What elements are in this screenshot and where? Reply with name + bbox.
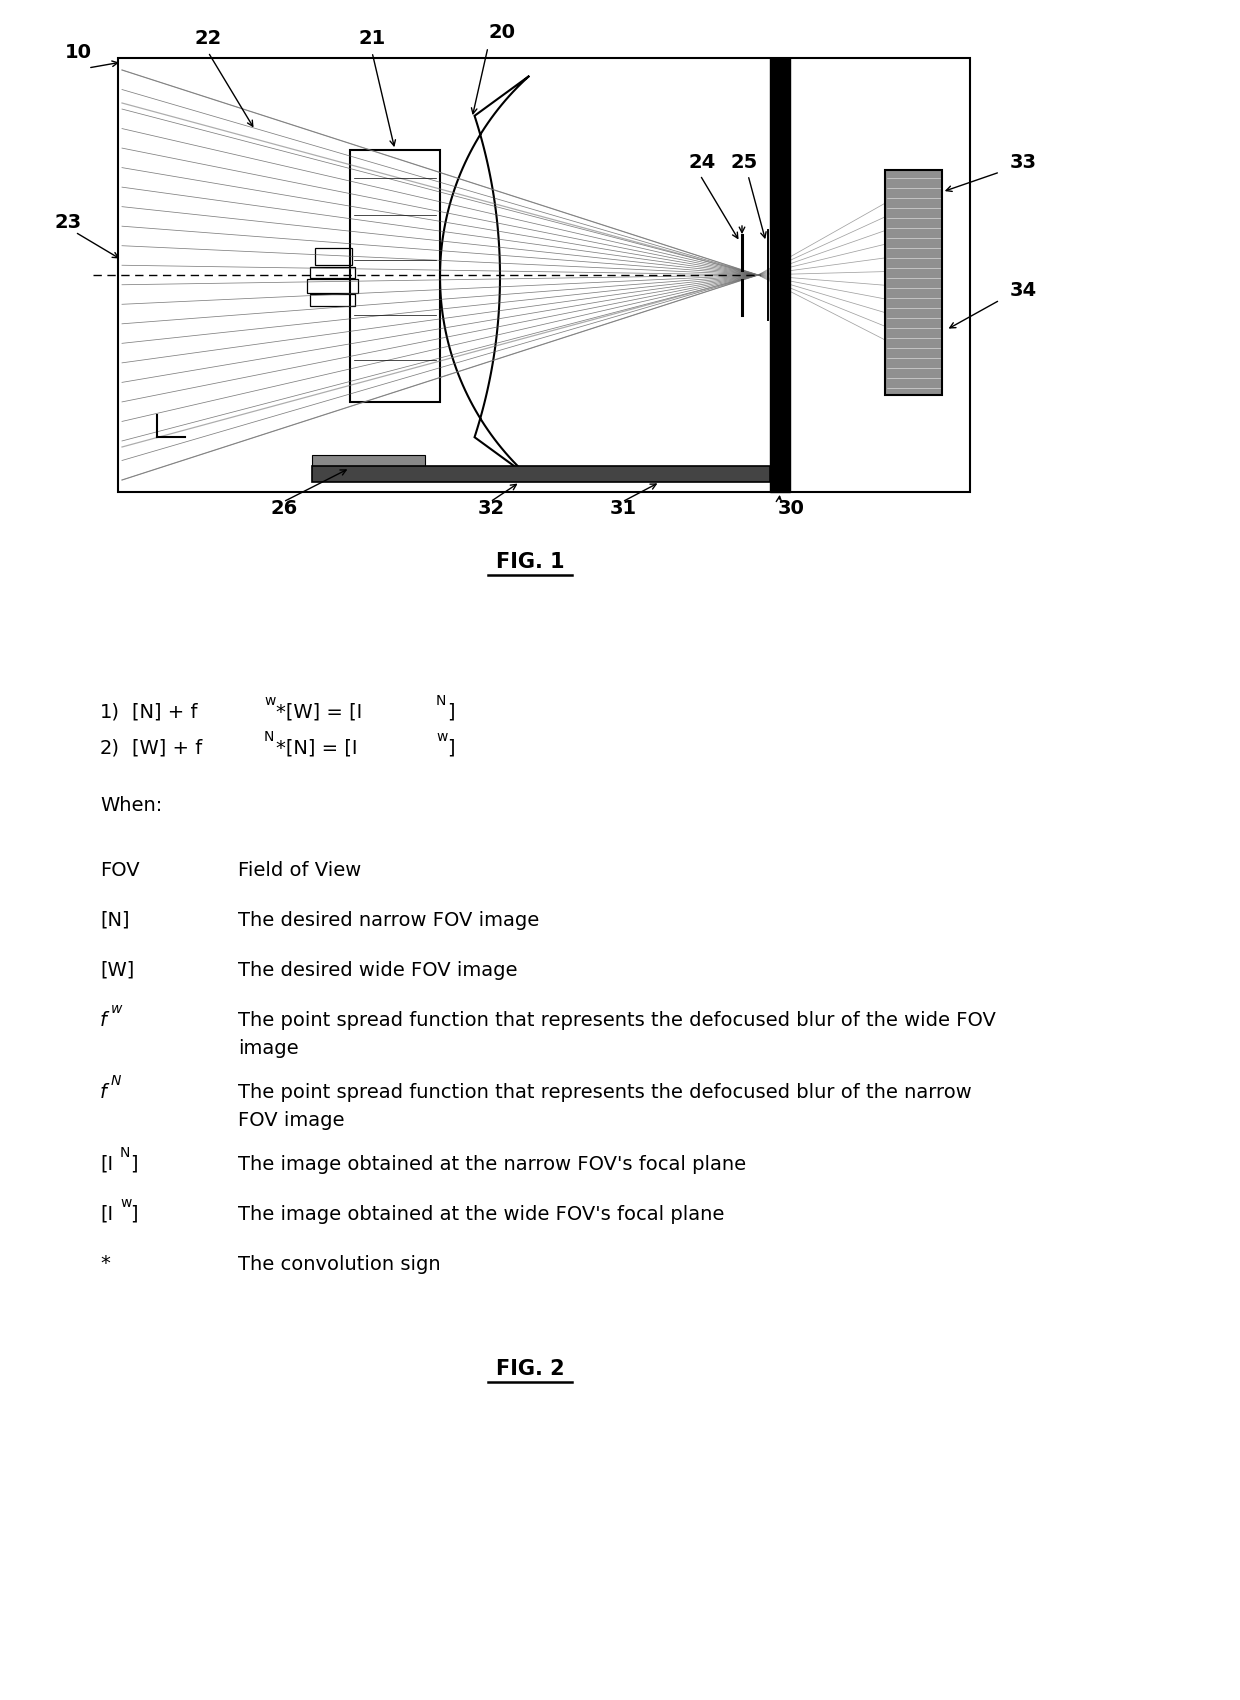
Text: N: N <box>264 729 274 745</box>
Text: 31: 31 <box>610 498 637 517</box>
Text: *[W] = [I: *[W] = [I <box>277 702 362 721</box>
Text: FIG. 2: FIG. 2 <box>496 1358 564 1379</box>
Text: 33: 33 <box>1011 153 1037 172</box>
Text: w: w <box>264 694 275 707</box>
Text: [W]: [W] <box>100 960 134 979</box>
Text: w: w <box>436 729 448 745</box>
Polygon shape <box>770 58 790 491</box>
Text: The desired narrow FOV image: The desired narrow FOV image <box>238 911 539 930</box>
Text: FOV image: FOV image <box>238 1110 345 1129</box>
Text: The image obtained at the wide FOV's focal plane: The image obtained at the wide FOV's foc… <box>238 1205 724 1224</box>
Text: *: * <box>100 1255 110 1273</box>
Text: w: w <box>120 1197 131 1210</box>
Text: *[N] = [I: *[N] = [I <box>277 738 357 758</box>
Text: f: f <box>100 1083 107 1102</box>
Text: 22: 22 <box>195 29 222 48</box>
Text: The point spread function that represents the defocused blur of the wide FOV: The point spread function that represent… <box>238 1010 996 1030</box>
Text: 24: 24 <box>688 153 715 172</box>
Text: 2): 2) <box>100 738 120 758</box>
Text: ]: ] <box>446 702 455 721</box>
Text: The desired wide FOV image: The desired wide FOV image <box>238 960 517 979</box>
Text: FOV: FOV <box>100 860 140 879</box>
Text: [W] + f: [W] + f <box>131 738 202 758</box>
Text: 1): 1) <box>100 702 120 721</box>
Text: 20: 20 <box>489 22 515 41</box>
Text: 21: 21 <box>358 29 386 48</box>
Text: 32: 32 <box>477 498 505 517</box>
Text: Field of View: Field of View <box>238 860 361 879</box>
Text: N: N <box>120 1146 130 1159</box>
Text: ]: ] <box>446 738 455 758</box>
Polygon shape <box>312 456 425 468</box>
Text: ]: ] <box>130 1154 138 1173</box>
Text: [N] + f: [N] + f <box>131 702 197 721</box>
Polygon shape <box>312 466 770 483</box>
Text: The image obtained at the narrow FOV's focal plane: The image obtained at the narrow FOV's f… <box>238 1154 746 1173</box>
Text: N: N <box>112 1074 122 1088</box>
Text: [I: [I <box>100 1205 113 1224</box>
Text: [I: [I <box>100 1154 113 1173</box>
Text: The convolution sign: The convolution sign <box>238 1255 440 1273</box>
Text: 23: 23 <box>55 212 82 231</box>
Polygon shape <box>885 170 942 394</box>
Text: N: N <box>436 694 446 707</box>
Text: image: image <box>238 1039 299 1057</box>
Text: 34: 34 <box>1011 280 1037 299</box>
Text: FIG. 1: FIG. 1 <box>496 552 564 571</box>
Text: When:: When: <box>100 796 162 814</box>
Text: [N]: [N] <box>100 911 129 930</box>
Text: w: w <box>112 1001 123 1017</box>
Text: 30: 30 <box>777 498 805 517</box>
Text: 26: 26 <box>270 498 298 517</box>
Text: f: f <box>100 1010 107 1030</box>
Text: ]: ] <box>130 1205 138 1224</box>
Text: 25: 25 <box>730 153 758 172</box>
Text: The point spread function that represents the defocused blur of the narrow: The point spread function that represent… <box>238 1083 972 1102</box>
Text: 10: 10 <box>64 42 92 61</box>
